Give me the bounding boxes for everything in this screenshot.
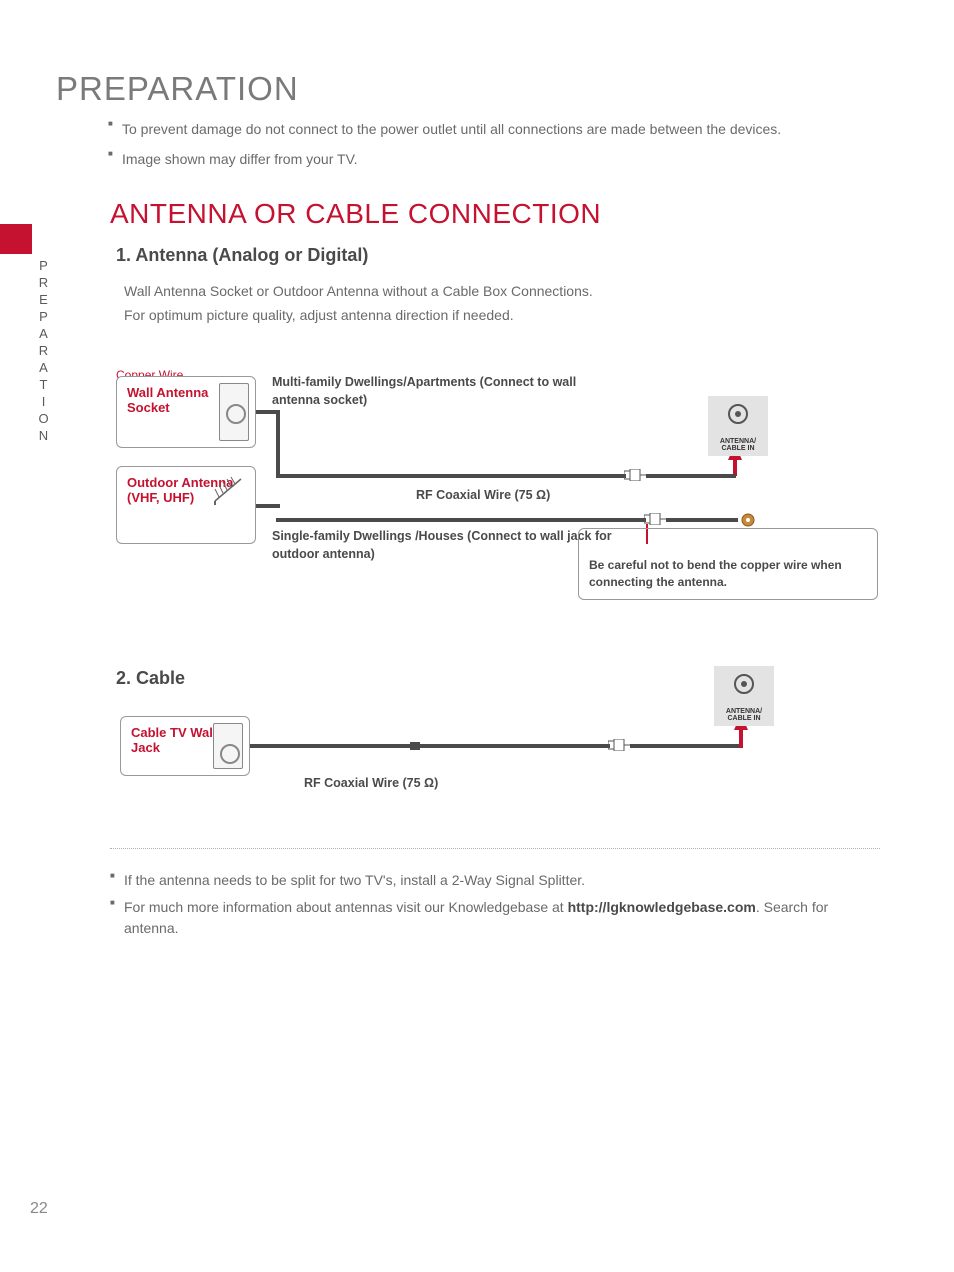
- rf-coax-label: RF Coaxial Wire (75 Ω): [416, 488, 550, 502]
- page-number: 22: [30, 1200, 48, 1218]
- cable-segment: [276, 518, 646, 522]
- section1-heading: 1. Antenna (Analog or Digital): [116, 245, 368, 266]
- footer-bullet-2: For much more information about antennas…: [110, 897, 880, 939]
- cable-jack-box: Cable TV Wall Jack: [120, 716, 250, 776]
- cable-segment: [630, 744, 740, 748]
- coax-port-icon: [728, 404, 748, 424]
- footer-text-2a: For much more information about antennas…: [124, 899, 568, 915]
- antenna-port: ANTENNA/ CABLE IN: [714, 666, 774, 726]
- cable-jack-label: Cable TV Wall Jack: [131, 725, 216, 755]
- section-title: ANTENNA OR CABLE CONNECTION: [110, 198, 601, 230]
- wall-socket-box: Wall Antenna Socket: [116, 376, 256, 448]
- cable-segment: [276, 474, 626, 478]
- sidebar-tab: [0, 224, 32, 254]
- section1-line1: Wall Antenna Socket or Outdoor Antenna w…: [124, 280, 864, 304]
- cable-segment: [739, 728, 743, 748]
- multi-dwelling-label: Multi-family Dwellings/Apartments (Conne…: [272, 374, 612, 409]
- warning-text: Be careful not to bend the copper wire w…: [589, 558, 842, 589]
- section1-line2: For optimum picture quality, adjust ante…: [124, 304, 864, 328]
- footer-bullet-1: If the antenna needs to be split for two…: [110, 870, 880, 891]
- coax-port-icon: [734, 674, 754, 694]
- outdoor-antenna-box: Outdoor Antenna (VHF, UHF): [116, 466, 256, 544]
- antenna-icon: [211, 475, 245, 505]
- cable-segment: [250, 744, 610, 748]
- cable-segment: [276, 410, 280, 478]
- kb-url: http://lgknowledgebase.com: [568, 899, 756, 915]
- cable-diagram: Cable TV Wall Jack ANTENNA/ CABLE IN RF …: [116, 666, 876, 796]
- cable-segment: [256, 410, 276, 414]
- sidebar-label: PREPARATION: [36, 258, 51, 445]
- wall-outlet-icon: [213, 723, 243, 769]
- intro-list: To prevent damage do not connect to the …: [108, 118, 878, 179]
- copper-tip-icon: [738, 512, 758, 528]
- single-dwelling-label: Single-family Dwellings /Houses (Connect…: [272, 528, 612, 563]
- intro-bullet-2: Image shown may differ from your TV.: [108, 148, 878, 170]
- page-title: PREPARATION: [56, 70, 299, 108]
- divider: [110, 848, 880, 849]
- section1-text: Wall Antenna Socket or Outdoor Antenna w…: [124, 280, 864, 328]
- wall-socket-label: Wall Antenna Socket: [127, 385, 208, 415]
- coax-connector-icon: [624, 469, 646, 481]
- cable-segment: [410, 742, 420, 750]
- antenna-diagram: Wall Antenna Socket Outdoor Antenna (VHF…: [116, 368, 876, 618]
- port-label: ANTENNA/ CABLE IN: [714, 708, 774, 722]
- warning-box: Be careful not to bend the copper wire w…: [578, 528, 878, 600]
- port-label: ANTENNA/ CABLE IN: [708, 438, 768, 452]
- cable-segment: [646, 474, 736, 478]
- antenna-port: ANTENNA/ CABLE IN: [708, 396, 768, 456]
- footer-notes: If the antenna needs to be split for two…: [110, 870, 880, 945]
- rf-coax-label: RF Coaxial Wire (75 Ω): [304, 776, 438, 790]
- intro-bullet-1: To prevent damage do not connect to the …: [108, 118, 878, 140]
- cable-segment: [666, 518, 738, 522]
- cable-segment: [256, 504, 280, 508]
- coax-connector-icon: [608, 739, 630, 751]
- wall-outlet-icon: [219, 383, 249, 441]
